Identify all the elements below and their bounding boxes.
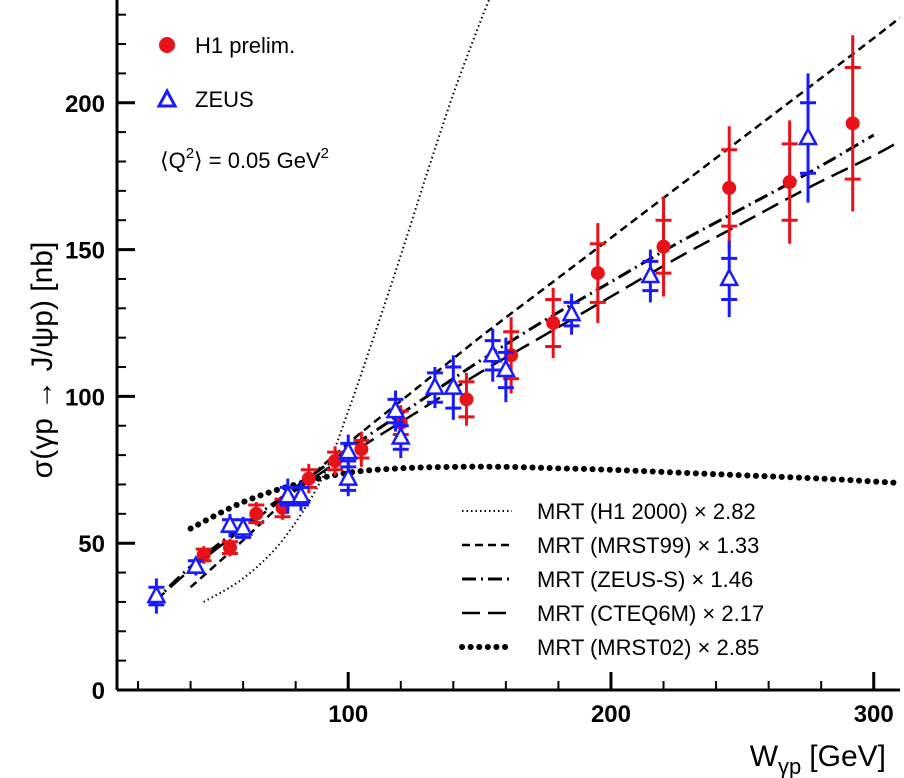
marker-circle bbox=[301, 471, 316, 486]
x-tick-label: 300 bbox=[854, 701, 894, 728]
zeus-point bbox=[233, 516, 254, 541]
legend: H1 prelim. ZEUS bbox=[156, 33, 295, 112]
x-axis-title: Wγp [GeV] bbox=[750, 740, 886, 778]
legend-zeus-marker bbox=[156, 87, 178, 108]
y-tick-label: 150 bbox=[65, 238, 105, 265]
zeus-point bbox=[719, 240, 740, 318]
model-curve bbox=[187, 463, 900, 532]
marker-circle bbox=[590, 266, 605, 281]
y-tick-label: 200 bbox=[65, 91, 105, 118]
zeus-point bbox=[219, 513, 241, 538]
y-tick-label: 100 bbox=[65, 384, 105, 411]
marker-triangle bbox=[640, 264, 661, 284]
h1-point bbox=[458, 372, 475, 426]
zeus-point bbox=[277, 478, 298, 514]
y-tick-label: 0 bbox=[92, 678, 105, 705]
x-tick-label: 200 bbox=[591, 701, 631, 728]
zeus-point bbox=[495, 337, 516, 403]
h1-point bbox=[589, 223, 606, 323]
marker-triangle bbox=[219, 513, 241, 533]
h1-point bbox=[721, 126, 738, 250]
marker-circle bbox=[354, 442, 369, 457]
marker-circle bbox=[845, 116, 860, 131]
zeus-point bbox=[443, 355, 464, 420]
model-legend-label: MRT (ZEUS-S) × 1.46 bbox=[537, 567, 753, 592]
model-legend-label: MRT (MRST02) × 2.85 bbox=[537, 635, 759, 660]
marker-triangle bbox=[338, 466, 359, 486]
x-axis-title-main: W bbox=[750, 740, 779, 773]
h1-point bbox=[248, 502, 265, 526]
marker-circle bbox=[196, 547, 211, 562]
marker-circle bbox=[328, 453, 343, 468]
legend-h1-label: H1 prelim. bbox=[195, 33, 295, 58]
zeus-point bbox=[185, 555, 206, 576]
zeus-point bbox=[561, 293, 582, 335]
y-axis-title: σ(γp → J/ψp) [nb] bbox=[26, 242, 59, 479]
model-legend-label: MRT (CTEQ6M) × 2.17 bbox=[537, 601, 764, 626]
marker-triangle bbox=[797, 126, 819, 146]
marker-circle bbox=[222, 540, 237, 555]
marker-triangle bbox=[443, 375, 464, 395]
marker-triangle bbox=[719, 267, 740, 287]
marker-triangle bbox=[277, 484, 298, 504]
h1-point bbox=[844, 35, 861, 212]
marker-triangle bbox=[385, 399, 406, 419]
zeus-point bbox=[290, 481, 312, 511]
marker-circle bbox=[782, 175, 797, 190]
marker-triangle bbox=[482, 343, 503, 363]
marker-circle bbox=[722, 180, 737, 195]
h1-point bbox=[781, 120, 798, 244]
marker-triangle bbox=[495, 358, 516, 378]
marker-triangle bbox=[561, 302, 582, 322]
model-curve bbox=[150, 139, 900, 606]
model-legend: MRT (H1 2000) × 2.82 MRT (MRST99) × 1.33 M… bbox=[459, 499, 764, 660]
zeus-point bbox=[338, 460, 359, 497]
zeus-point bbox=[640, 249, 661, 303]
legend-h1-marker bbox=[159, 37, 175, 53]
legend-zeus-label: ZEUS bbox=[195, 87, 254, 112]
zeus-point bbox=[390, 416, 411, 459]
y-tick-label: 50 bbox=[78, 531, 105, 558]
zeus-point bbox=[424, 367, 446, 409]
h1-point bbox=[221, 538, 238, 557]
marker-circle bbox=[656, 239, 671, 254]
marker-circle bbox=[459, 392, 474, 407]
marker-triangle bbox=[185, 555, 206, 574]
h1-point bbox=[545, 287, 562, 359]
model-curve bbox=[203, 0, 491, 603]
marker-circle bbox=[546, 315, 561, 330]
h1-point bbox=[655, 196, 672, 297]
marker-triangle bbox=[390, 425, 411, 445]
zeus-point bbox=[797, 73, 819, 203]
model-curves bbox=[150, 0, 900, 606]
marker-circle bbox=[249, 506, 264, 521]
x-tick-label: 100 bbox=[328, 701, 368, 728]
model-legend-label: MRT (MRST99) × 1.33 bbox=[537, 533, 759, 558]
zeus-point bbox=[482, 328, 503, 382]
model-legend-label: MRT (H1 2000) × 2.82 bbox=[537, 499, 756, 524]
marker-triangle bbox=[146, 584, 167, 604]
marker-triangle bbox=[424, 375, 446, 395]
model-curve bbox=[150, 133, 875, 606]
h1-point bbox=[327, 446, 344, 476]
axis-ticks: 0 50 100 150 200 100 200 300 bbox=[65, 13, 894, 728]
zeus-point bbox=[146, 578, 167, 614]
x-axis-title-unit: [GeV] bbox=[809, 740, 886, 773]
marker-triangle bbox=[233, 516, 254, 536]
annotation-q2: ⟨Q2⟩ = 0.05 GeV2 bbox=[160, 145, 329, 173]
data-points bbox=[146, 35, 861, 614]
marker-triangle bbox=[290, 484, 312, 504]
x-axis-title-sub: γp bbox=[778, 754, 801, 778]
marker-triangle bbox=[338, 440, 359, 460]
